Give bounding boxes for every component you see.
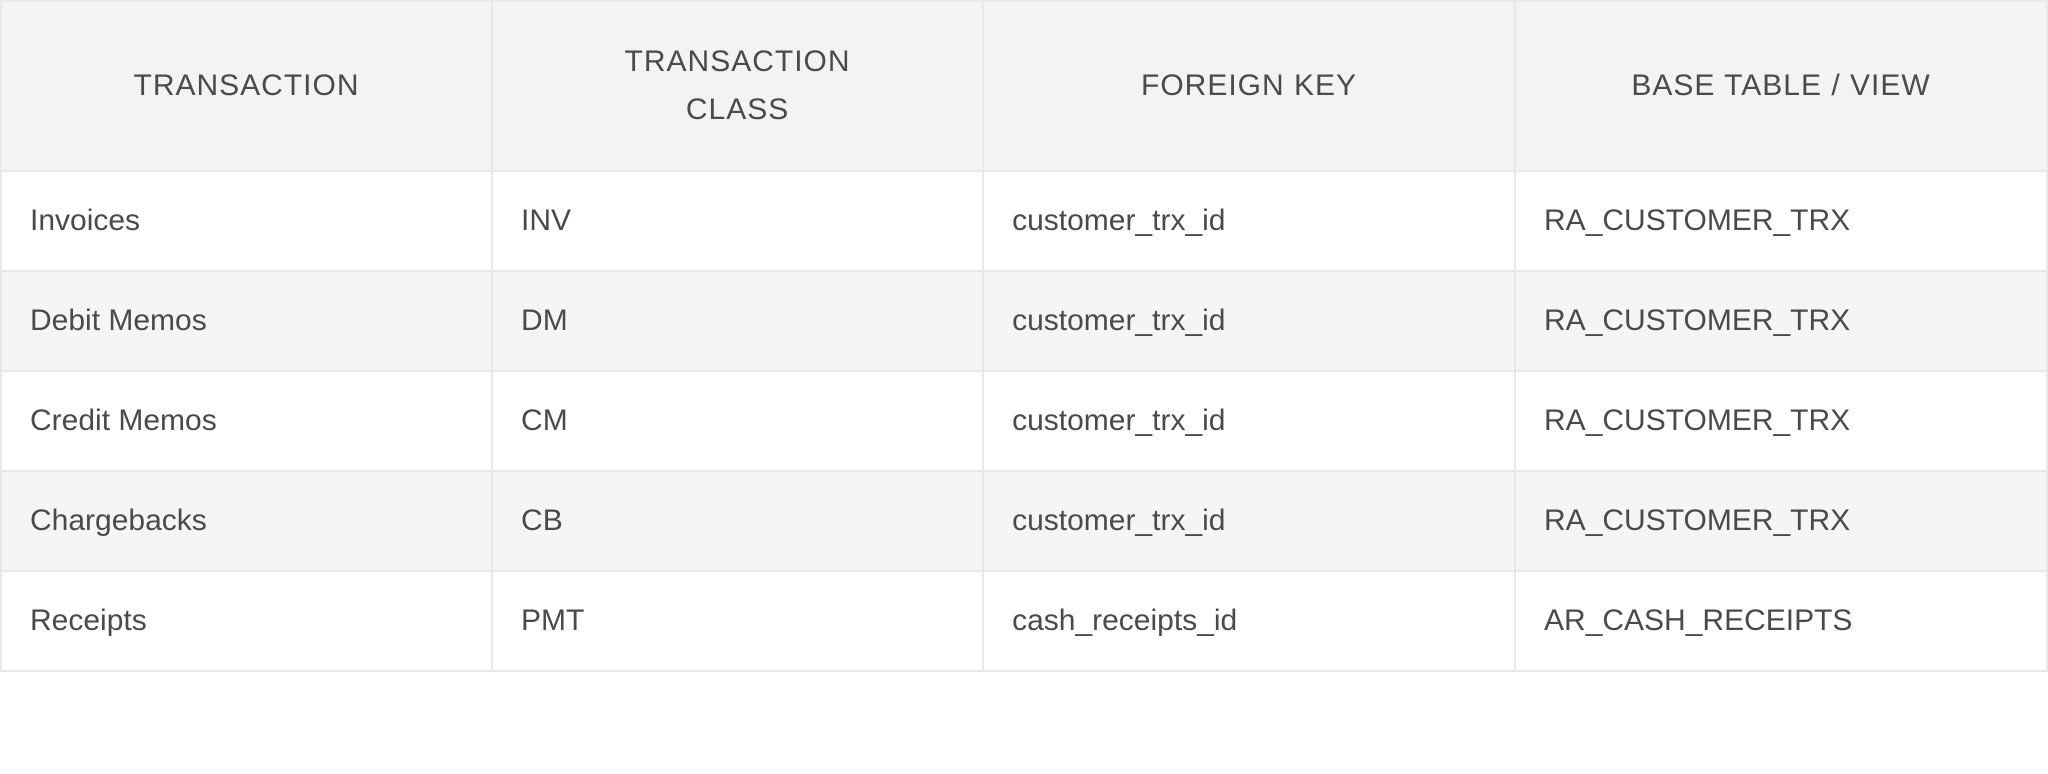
- cell-foreign-key: customer_trx_id: [983, 371, 1515, 471]
- cell-transaction: Chargebacks: [1, 471, 492, 571]
- cell-class: PMT: [492, 571, 983, 671]
- cell-base-table: RA_CUSTOMER_TRX: [1515, 471, 2047, 571]
- cell-foreign-key: cash_receipts_id: [983, 571, 1515, 671]
- cell-class: CB: [492, 471, 983, 571]
- table-row: Debit Memos DM customer_trx_id RA_CUSTOM…: [1, 271, 2047, 371]
- cell-base-table: AR_CASH_RECEIPTS: [1515, 571, 2047, 671]
- transaction-table-container: TRANSACTION TRANSACTION CLASS FOREIGN KE…: [0, 0, 2048, 672]
- cell-class: INV: [492, 171, 983, 271]
- cell-transaction: Debit Memos: [1, 271, 492, 371]
- cell-base-table: RA_CUSTOMER_TRX: [1515, 271, 2047, 371]
- cell-foreign-key: customer_trx_id: [983, 271, 1515, 371]
- transaction-table: TRANSACTION TRANSACTION CLASS FOREIGN KE…: [0, 0, 2048, 672]
- col-header-base-table: BASE TABLE / VIEW: [1515, 1, 2047, 171]
- table-row: Receipts PMT cash_receipts_id AR_CASH_RE…: [1, 571, 2047, 671]
- col-header-line1: TRANSACTION: [625, 45, 851, 78]
- cell-foreign-key: customer_trx_id: [983, 471, 1515, 571]
- col-header-transaction: TRANSACTION: [1, 1, 492, 171]
- cell-transaction: Invoices: [1, 171, 492, 271]
- cell-base-table: RA_CUSTOMER_TRX: [1515, 371, 2047, 471]
- table-header-row: TRANSACTION TRANSACTION CLASS FOREIGN KE…: [1, 1, 2047, 171]
- col-header-transaction-class: TRANSACTION CLASS: [492, 1, 983, 171]
- cell-class: CM: [492, 371, 983, 471]
- table-row: Credit Memos CM customer_trx_id RA_CUSTO…: [1, 371, 2047, 471]
- col-header-foreign-key: FOREIGN KEY: [983, 1, 1515, 171]
- cell-foreign-key: customer_trx_id: [983, 171, 1515, 271]
- cell-transaction: Receipts: [1, 571, 492, 671]
- col-header-line2: CLASS: [686, 93, 789, 126]
- table-row: Chargebacks CB customer_trx_id RA_CUSTOM…: [1, 471, 2047, 571]
- table-row: Invoices INV customer_trx_id RA_CUSTOMER…: [1, 171, 2047, 271]
- cell-transaction: Credit Memos: [1, 371, 492, 471]
- cell-class: DM: [492, 271, 983, 371]
- cell-base-table: RA_CUSTOMER_TRX: [1515, 171, 2047, 271]
